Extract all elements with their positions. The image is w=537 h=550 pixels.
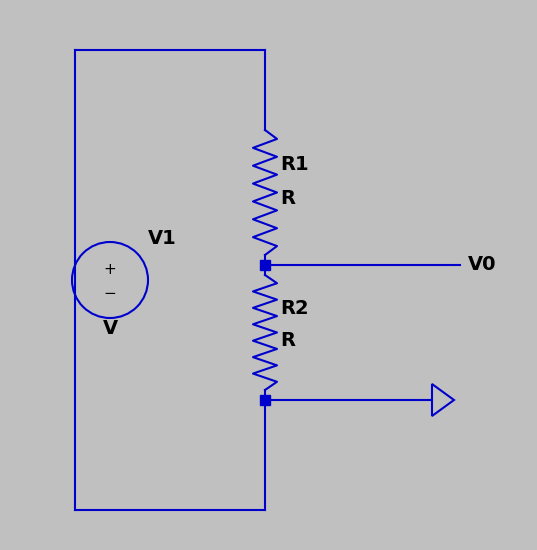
- Text: R: R: [280, 331, 295, 349]
- Text: R2: R2: [280, 299, 309, 317]
- Text: V1: V1: [148, 228, 177, 248]
- Text: R1: R1: [280, 156, 309, 174]
- Text: −: −: [104, 285, 117, 300]
- Text: V: V: [103, 318, 118, 338]
- Text: V0: V0: [468, 256, 497, 274]
- Text: R: R: [280, 189, 295, 207]
- Text: +: +: [104, 262, 117, 278]
